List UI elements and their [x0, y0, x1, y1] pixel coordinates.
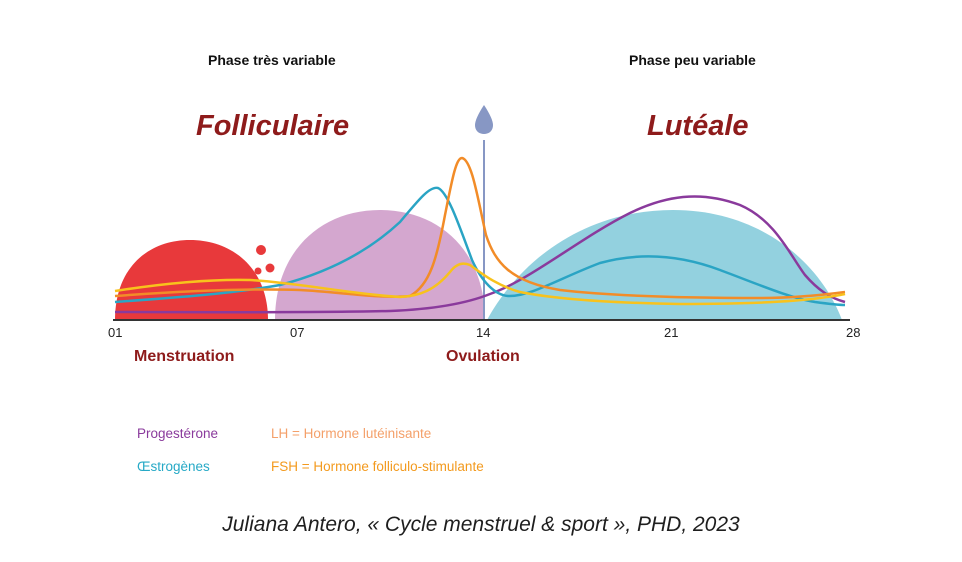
menstruation-label: Menstruation	[134, 348, 235, 365]
progesterone-curve	[114, 195, 846, 314]
estrogen-curve	[114, 186, 846, 307]
source-citation: Juliana Antero, « Cycle menstruel & spor…	[222, 513, 740, 536]
blood-drop-small	[254, 267, 262, 275]
tick-label-day-14: 14	[476, 325, 491, 340]
follicular-phase-caption: Phase très variable	[208, 52, 336, 68]
blood-drop-large	[256, 245, 266, 255]
luteal-phase-caption: Phase peu variable	[629, 52, 756, 68]
tick-label-day-21: 21	[664, 325, 679, 340]
legend-progesterone: Progestérone	[137, 426, 219, 441]
fsh-curve	[114, 262, 846, 306]
ovum-drop-icon	[475, 105, 493, 134]
tick-label-day-01: 01	[108, 325, 123, 340]
ovulation-label: Ovulation	[446, 348, 520, 365]
blood-drop-medium	[265, 263, 275, 273]
legend-estrogens: Œstrogènes	[137, 459, 210, 474]
legend-lh: LH = Hormone lutéinisante	[271, 426, 432, 441]
tick-label-day-28: 28	[846, 325, 861, 340]
legend-fsh: FSH = Hormone folliculo-stimulante	[271, 459, 484, 474]
follicular-phase-title: Folliculaire	[196, 110, 350, 142]
lh-curve	[114, 156, 846, 300]
tick-label-day-07: 07	[290, 325, 305, 340]
luteal-phase-title: Lutéale	[647, 110, 749, 142]
